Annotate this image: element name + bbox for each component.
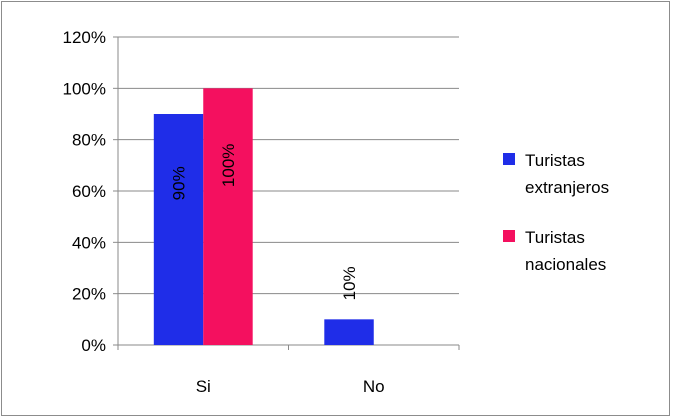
legend-swatch (503, 153, 515, 165)
x-tick-label: Si (196, 377, 211, 396)
y-tick-label: 20% (72, 285, 106, 304)
legend-label: nacionales (525, 255, 606, 274)
bar (203, 88, 253, 345)
data-label: 100% (219, 144, 238, 187)
bar (324, 319, 374, 345)
y-tick-label: 120% (63, 28, 106, 47)
bar (153, 114, 204, 345)
y-tick-label: 80% (72, 131, 106, 150)
legend-label: extranjeros (525, 178, 609, 197)
data-label: 10% (340, 266, 359, 300)
x-tick-label: No (363, 377, 385, 396)
y-tick-label: 100% (63, 79, 106, 98)
legend-label: Turistas (525, 228, 585, 247)
legend-swatch (503, 230, 515, 242)
y-tick-label: 0% (81, 336, 106, 355)
y-tick-label: 60% (72, 182, 106, 201)
y-tick-label: 40% (72, 233, 106, 252)
legend-label: Turistas (525, 151, 585, 170)
data-label: 90% (170, 166, 189, 200)
